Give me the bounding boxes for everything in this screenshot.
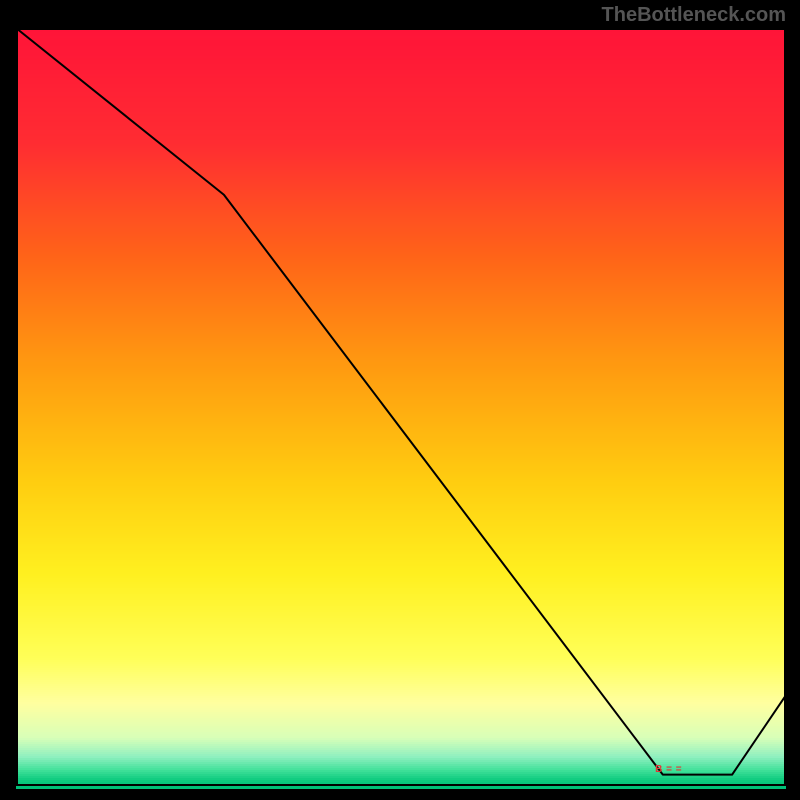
chart-line-series bbox=[16, 28, 786, 786]
watermark-text: TheBottleneck.com bbox=[602, 4, 786, 27]
chart-min-label: B = = bbox=[655, 764, 682, 775]
chart-plot-area: B = = bbox=[16, 28, 786, 786]
